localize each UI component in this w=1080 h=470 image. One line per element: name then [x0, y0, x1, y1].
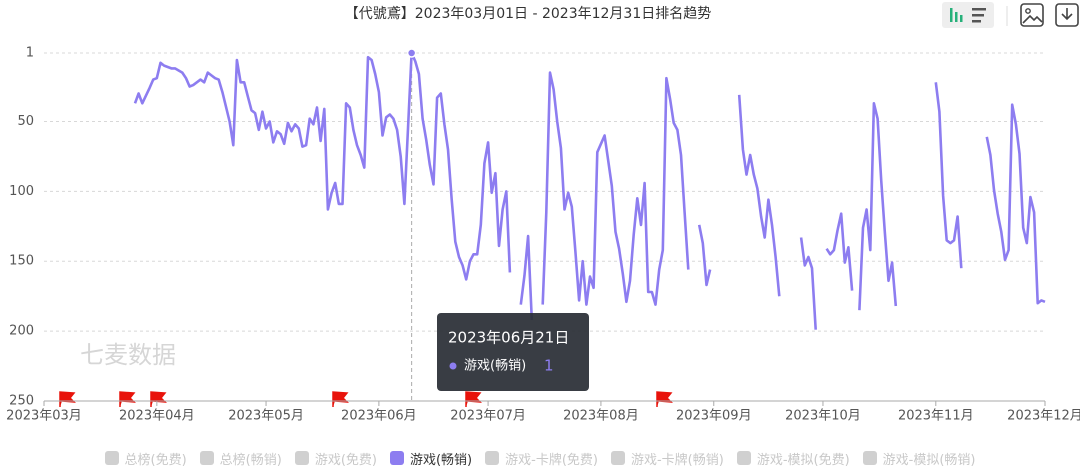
legend-swatch [736, 451, 751, 465]
event-flag [119, 391, 136, 407]
legend-label: 游戏(畅销) [409, 452, 473, 468]
icon [972, 8, 986, 11]
event-markers [59, 391, 673, 407]
tooltip-value: 1 [544, 357, 554, 375]
legend-label: 总榜(免费) [124, 452, 187, 468]
legend-item[interactable]: 总榜(免费) [104, 448, 187, 468]
event-flag [150, 391, 167, 407]
icon [960, 15, 963, 22]
legend-swatch [199, 451, 214, 465]
icon [955, 12, 958, 22]
event-flag [332, 391, 349, 407]
icon [972, 20, 981, 23]
x-tick-label: 2023年12月 [1007, 409, 1080, 424]
tooltip-series: 游戏(畅销) [464, 359, 526, 374]
y-tick-label: 100 [9, 184, 34, 199]
legend-item[interactable]: 游戏-卡牌(畅销) [610, 448, 724, 468]
legend-item[interactable]: 游戏(畅销) [389, 448, 473, 468]
y-tick-label: 50 [17, 114, 34, 129]
legend-item[interactable]: 游戏-模拟(畅销) [862, 448, 976, 468]
legend-label: 游戏-卡牌(畅销) [630, 452, 724, 468]
event-flag [656, 391, 673, 407]
legend-label: 游戏-模拟(畅销) [882, 452, 976, 468]
legend-item[interactable]: 游戏(免费) [294, 448, 377, 468]
watermark: 七麦数据 [80, 341, 176, 369]
rank-line [133, 51, 1046, 330]
x-tick-label: 2023年06月 [341, 409, 417, 424]
tooltip-box [437, 313, 589, 391]
x-tick-label: 2023年08月 [563, 409, 639, 424]
legend-swatch [485, 451, 500, 465]
download-button[interactable] [1055, 3, 1079, 27]
x-tick-label: 2023年11月 [898, 409, 974, 424]
y-tick-label: 250 [9, 394, 34, 409]
legend-label: 游戏-卡牌(免费) [505, 452, 598, 468]
x-tick-label: 2023年04月 [119, 409, 195, 424]
y-tick-label: 1 [26, 46, 34, 61]
event-flag [465, 391, 482, 407]
legend-label: 总榜(畅销) [219, 452, 282, 468]
y-tick-label: 150 [9, 254, 34, 269]
icon [950, 8, 953, 22]
legend-item[interactable]: 总榜(畅销) [199, 448, 282, 468]
legend-item[interactable]: 游戏-模拟(免费) [736, 448, 850, 468]
legend-swatch [610, 451, 625, 465]
legend: 总榜(免费) 总榜(畅销) 游戏(免费) 游戏(畅销) 游戏-卡牌(免费) 游戏-卡牌(畅… [0, 448, 1080, 468]
event-flag [59, 391, 76, 407]
toolbar [942, 2, 1079, 28]
x-tick-label: 2023年05月 [228, 409, 304, 424]
tooltip-dot [449, 362, 457, 370]
x-tick-label: 2023年07月 [450, 409, 526, 424]
chart-title: 【代號鳶】2023年03月01日 - 2023年12月31日排名趋势 [345, 6, 711, 22]
save-image-button[interactable] [1020, 3, 1044, 27]
legend-swatch [294, 451, 309, 465]
icon [972, 14, 984, 17]
legend-label: 游戏-模拟(免费) [756, 452, 850, 468]
legend-swatch [862, 451, 877, 465]
chart-view-toggle[interactable] [942, 2, 994, 28]
legend-label: 游戏(免费) [314, 452, 377, 468]
legend-swatch [104, 451, 119, 465]
legend-swatch [389, 451, 404, 465]
chart: 【代號鳶】2023年03月01日 - 2023年12月31日排名趋势 七麦数据 … [6, 2, 1080, 424]
x-tick-label: 2023年09月 [676, 409, 752, 424]
x-tick-label: 2023年10月 [785, 409, 861, 424]
tooltip-date: 2023年06月21日 [448, 329, 569, 347]
legend-item[interactable]: 游戏-卡牌(免费) [485, 448, 598, 468]
highlight-point [406, 48, 417, 58]
x-tick-label: 2023年03月 [6, 409, 82, 424]
y-tick-label: 200 [9, 324, 34, 339]
